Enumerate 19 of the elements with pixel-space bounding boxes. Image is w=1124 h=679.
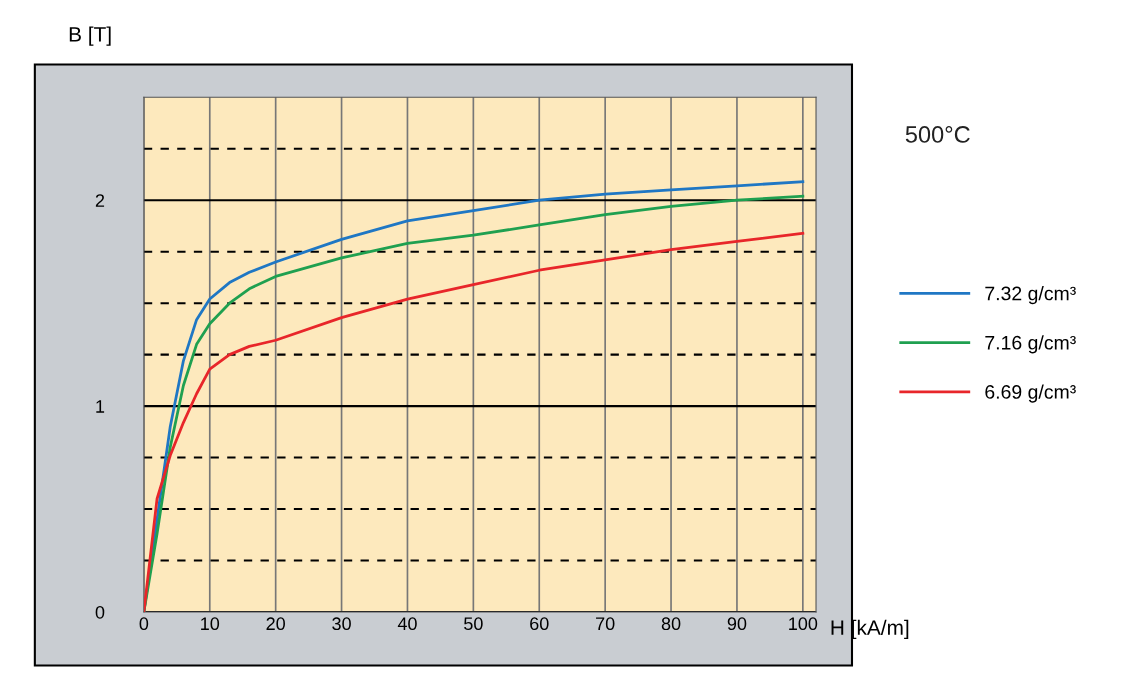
legend-label: 6.69 g/cm³ [985, 384, 1076, 403]
y-tick-label: 0 [95, 605, 105, 619]
x-tick-label: 80 [661, 617, 681, 631]
x-tick-label: 0 [139, 617, 149, 631]
x-tick-label: 90 [727, 617, 747, 631]
text: 500°C [905, 126, 970, 143]
x-tick-label: 10 [201, 617, 220, 631]
y-tick-label: 2 [95, 194, 105, 207]
legend-label: 7.16 g/cm³ [985, 335, 1076, 354]
x-tick-label: 30 [332, 617, 351, 631]
x-tick-label: 50 [464, 617, 483, 631]
y-axis-title: B [T] [69, 26, 111, 46]
y-tick-label: 1 [96, 400, 105, 413]
x-tick-label: 20 [266, 617, 285, 631]
legend-label: 7.32 g/cm³ [985, 286, 1076, 305]
x-tick-label: 60 [530, 617, 549, 631]
x-tick-label: 40 [397, 617, 417, 631]
x-tick-label: 70 [596, 617, 615, 631]
x-tick-label: 100 [789, 617, 818, 631]
